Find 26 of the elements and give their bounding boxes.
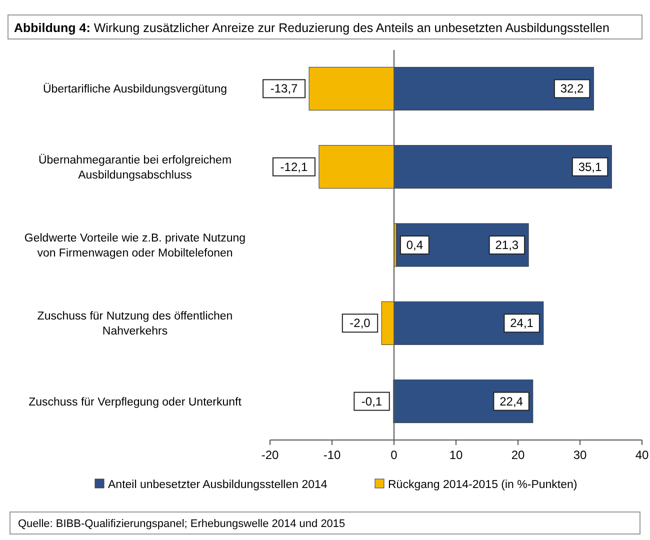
legend-label: Anteil unbesetzter Ausbildungsstellen 2014 [108, 479, 328, 491]
data-label: 0,4 [406, 238, 424, 252]
y-tick-label: Zuschuss für Verpflegung oder Unterkunft [28, 396, 242, 408]
legend-label: Rückgang 2014-2015 (in %-Punkten) [388, 479, 578, 491]
data-label: -0,1 [361, 394, 382, 408]
x-tick-label: 40 [635, 448, 649, 462]
data-label: 22,4 [500, 394, 524, 408]
x-tick-label: 10 [449, 448, 463, 462]
data-label: -2,0 [350, 316, 371, 330]
data-label: 32,2 [560, 82, 584, 96]
x-tick-label: 20 [511, 448, 525, 462]
data-label: -12,1 [280, 160, 308, 174]
y-tick-label: Übertarifliche Ausbildungsvergütung [42, 82, 228, 96]
y-tick-label: Geldwerte Vorteile wie z.B. private Nutzung von Firmenwagen oder Mobiltelefonen [24, 232, 246, 260]
data-label: 24,1 [510, 316, 534, 330]
data-label: 35,1 [578, 160, 602, 174]
source-note: Quelle: BIBB-Qualifizierungspanel; Erhebungswelle 2014 und 2015 [18, 518, 346, 530]
x-tick-label: 30 [573, 448, 587, 462]
y-tick-label: Zuschuss für Nutzung des öffentlichen Nahverkehrs [37, 310, 233, 338]
x-tick-label: -20 [261, 448, 279, 462]
y-tick-label: Übernahmegarantie bei erfolgreichem Ausbildungsabschluss [38, 153, 232, 182]
x-tick-label: 0 [390, 448, 398, 462]
chart-title: Abbildung 4: Wirkung zusätzlicher Anreize zur Reduzierung des Anteils an unbesetzten Ausbildungsstellen [14, 21, 610, 35]
x-tick-label: -10 [323, 448, 341, 462]
data-label: -13,7 [270, 82, 298, 96]
data-label: 21,3 [495, 238, 519, 252]
